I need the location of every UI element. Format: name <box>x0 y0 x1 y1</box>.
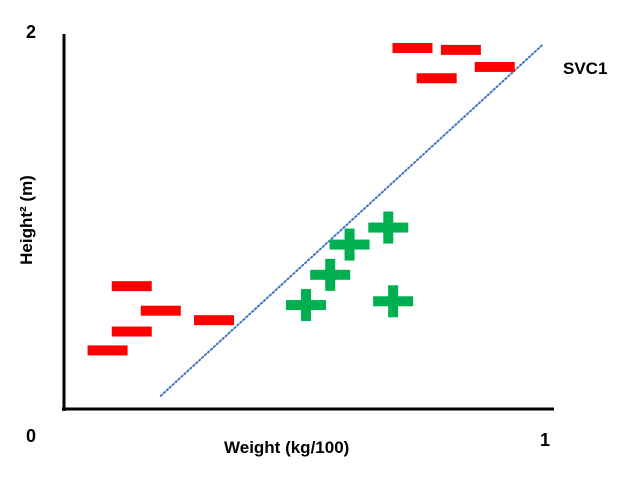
red-minus-markers <box>87 43 515 356</box>
minus-marker <box>392 43 433 54</box>
plus-marker <box>329 228 370 261</box>
green-plus-markers <box>286 211 414 322</box>
x-tick-max: 1 <box>540 430 551 450</box>
origin-tick: 0 <box>26 426 37 446</box>
plus-marker <box>286 289 326 322</box>
minus-marker <box>474 61 515 72</box>
minus-marker <box>194 315 235 326</box>
svc1-label: SVC1 <box>563 59 608 78</box>
minus-marker <box>440 44 481 55</box>
minus-marker <box>87 345 128 356</box>
minus-marker <box>416 73 457 84</box>
y-tick-max: 2 <box>26 22 37 42</box>
plus-marker <box>310 258 351 291</box>
y-axis-label: Height² (m) <box>17 175 36 265</box>
axes <box>62 34 554 411</box>
decision-boundary-line <box>159 43 545 397</box>
minus-marker <box>140 305 181 316</box>
x-axis-label: Weight (kg/100) <box>224 438 350 457</box>
plus-marker <box>368 211 409 244</box>
minus-marker <box>111 281 152 292</box>
decision-boundary <box>159 43 545 397</box>
plus-marker <box>373 285 414 318</box>
minus-marker <box>111 326 152 337</box>
